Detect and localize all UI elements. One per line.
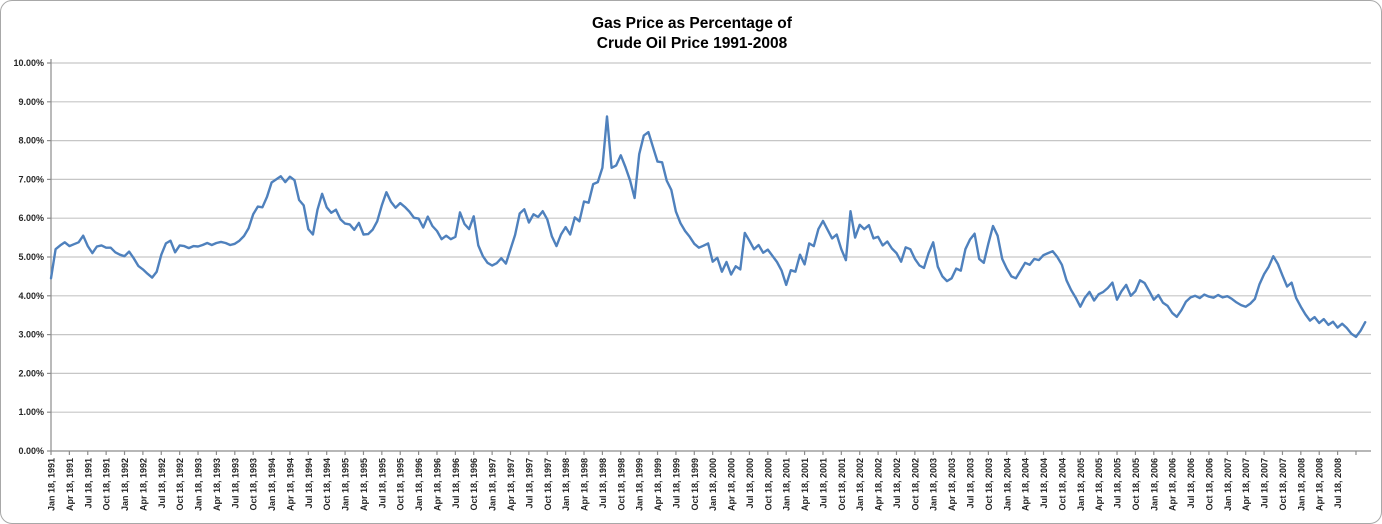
x-axis-label: Jan 18, 2001 — [782, 458, 792, 511]
y-axis-label: 6.00% — [18, 213, 44, 223]
x-axis-label: Jan 18, 1991 — [47, 458, 57, 511]
x-axis-label: Jul 18, 1997 — [524, 458, 534, 509]
x-axis-label: Jul 18, 2005 — [1113, 458, 1123, 509]
x-axis-label: Jul 18, 2006 — [1186, 458, 1196, 509]
x-axis-label: Jul 18, 1996 — [451, 458, 461, 509]
x-axis-label: Oct 18, 2005 — [1131, 458, 1141, 511]
x-axis-label: Jan 18, 2003 — [929, 458, 939, 511]
x-axis-label: Jul 18, 1992 — [157, 458, 167, 509]
x-axis-label: Apr 18, 2001 — [800, 458, 810, 511]
x-axis-label: Apr 18, 1995 — [359, 458, 369, 511]
y-axis-label: 10.00% — [13, 58, 44, 68]
x-axis-label: Oct 18, 2001 — [837, 458, 847, 511]
x-axis-label: Jul 18, 1991 — [83, 458, 93, 509]
x-axis-label: Apr 18, 2004 — [1021, 458, 1031, 511]
x-axis-label: Jul 18, 2001 — [818, 458, 828, 509]
x-axis-label: Jul 18, 2000 — [745, 458, 755, 509]
y-axis-label: 7.00% — [18, 174, 44, 184]
x-axis-label: Apr 18, 2005 — [1094, 458, 1104, 511]
x-axis-label: Jul 18, 1995 — [377, 458, 387, 509]
y-axis-label: 0.00% — [18, 446, 44, 456]
y-axis — [47, 59, 52, 452]
chart-title-line-1: Gas Price as Percentage of — [592, 15, 793, 32]
x-axis-labels: Jan 18, 1991 Apr 18, 1991 Jul 18, 1991 Oct … — [47, 458, 1344, 511]
x-axis-label: Jan 18, 1992 — [120, 458, 130, 511]
x-axis-label: Jul 18, 2007 — [1260, 458, 1270, 509]
x-axis-label: Jan 18, 2002 — [855, 458, 865, 511]
y-axis-label: 2.00% — [18, 368, 44, 378]
x-axis-label: Apr 18, 2008 — [1315, 458, 1325, 511]
y-axis-label: 3.00% — [18, 330, 44, 340]
x-axis — [50, 450, 1371, 455]
y-axis-label: 5.00% — [18, 252, 44, 262]
x-axis-label: Oct 18, 1991 — [102, 458, 112, 511]
x-axis-label: Jul 18, 1999 — [671, 458, 681, 509]
x-axis-label: Apr 18, 1994 — [285, 458, 295, 511]
x-axis-label: Jan 18, 1994 — [267, 458, 277, 511]
x-axis-label: Jan 18, 2006 — [1149, 458, 1159, 511]
x-axis-label: Apr 18, 2002 — [874, 458, 884, 511]
x-axis-label: Oct 18, 1995 — [396, 458, 406, 511]
x-axis-label: Jul 18, 1998 — [598, 458, 608, 509]
x-axis-label: Apr 18, 2006 — [1168, 458, 1178, 511]
x-axis-label: Oct 18, 1999 — [690, 458, 700, 511]
y-axis-label: 8.00% — [18, 136, 44, 146]
chart-title-line-2: Crude Oil Price 1991-2008 — [597, 35, 788, 52]
y-axis-label: 1.00% — [18, 407, 44, 417]
gridlines — [51, 62, 1371, 413]
x-axis-label: Apr 18, 1998 — [580, 458, 590, 511]
x-axis-label: Jan 18, 2007 — [1223, 458, 1233, 511]
x-axis-label: Jan 18, 1998 — [561, 458, 571, 511]
x-axis-label: Oct 18, 1992 — [175, 458, 185, 511]
x-axis-label: Jan 18, 2008 — [1296, 458, 1306, 511]
x-axis-label: Apr 18, 1991 — [65, 458, 75, 511]
x-axis-label: Oct 18, 1998 — [616, 458, 626, 511]
x-axis-label: Oct 18, 1994 — [322, 458, 332, 511]
x-axis-label: Jan 18, 1995 — [341, 458, 351, 511]
x-axis-label: Oct 18, 2004 — [1057, 458, 1067, 511]
x-axis-label: Jul 18, 1993 — [230, 458, 240, 509]
x-axis-label: Apr 18, 1999 — [653, 458, 663, 511]
x-axis-label: Apr 18, 1997 — [506, 458, 516, 511]
x-axis-label: Jan 18, 1996 — [414, 458, 424, 511]
x-axis-label: Oct 18, 1993 — [249, 458, 259, 511]
x-axis-label: Oct 18, 2007 — [1278, 458, 1288, 511]
x-axis-label: Jul 18, 2002 — [892, 458, 902, 509]
x-axis-label: Oct 18, 2006 — [1204, 458, 1214, 511]
x-axis-label: Jan 18, 1993 — [194, 458, 204, 511]
x-axis-label: Apr 18, 2000 — [727, 458, 737, 511]
data-series-line — [49, 115, 1367, 339]
x-axis-label: Apr 18, 1996 — [432, 458, 442, 511]
x-axis-label: Apr 18, 1993 — [212, 458, 222, 511]
x-axis-label: Jan 18, 1997 — [488, 458, 498, 511]
x-axis-label: Jan 18, 2004 — [1002, 458, 1012, 511]
y-axis-labels: 0.00% 1.00% 2.00% 3.00% 4.00% 5.00% 6.00% 7.00%… — [13, 58, 44, 456]
x-axis-label: Jan 18, 2000 — [708, 458, 718, 511]
x-axis-label: Oct 18, 2003 — [984, 458, 994, 511]
x-axis-label: Jul 18, 2004 — [1039, 458, 1049, 509]
series-group — [49, 115, 1367, 339]
x-axis-label: Jan 18, 2005 — [1076, 458, 1086, 511]
y-axis-label: 4.00% — [18, 291, 44, 301]
x-axis-label: Apr 18, 2007 — [1241, 458, 1251, 511]
x-axis-label: Oct 18, 2002 — [910, 458, 920, 511]
x-axis-label: Jan 18, 1999 — [635, 458, 645, 511]
x-axis-label: Apr 18, 2003 — [947, 458, 957, 511]
x-axis-label: Oct 18, 2000 — [763, 458, 773, 511]
y-axis-label: 9.00% — [18, 97, 44, 107]
x-axis-label: Oct 18, 1996 — [469, 458, 479, 511]
x-axis-label: Jul 18, 1994 — [304, 458, 314, 509]
x-axis-label: Jul 18, 2008 — [1333, 458, 1343, 509]
x-axis-label: Jul 18, 2003 — [966, 458, 976, 509]
x-axis-label: Apr 18, 1992 — [138, 458, 148, 511]
x-axis-label: Oct 18, 1997 — [543, 458, 553, 511]
